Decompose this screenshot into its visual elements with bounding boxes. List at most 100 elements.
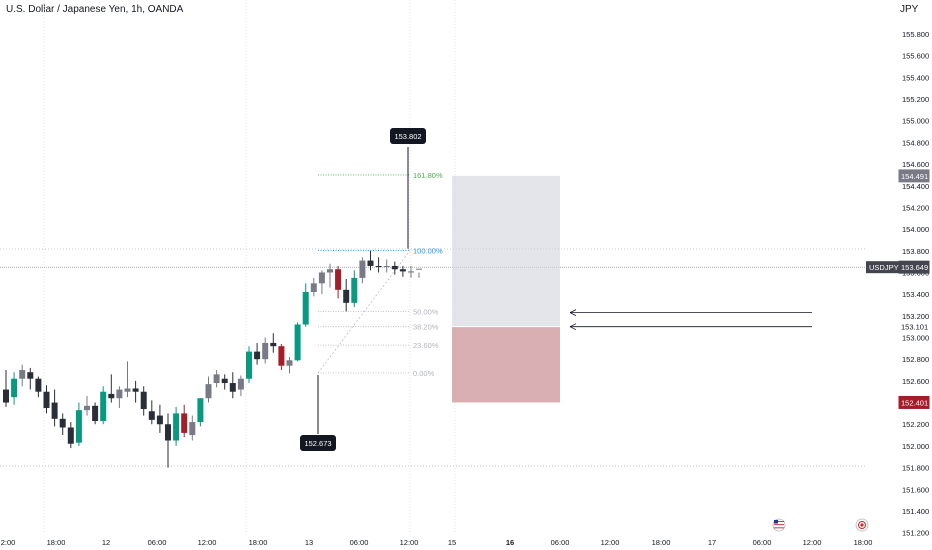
candle-body [302,291,309,325]
price-callouts: 153.802 152.673 [300,128,426,451]
candle[interactable] [67,422,74,449]
callout-low-label: 152.673 [304,439,331,448]
price-tick-label: 155.000 [902,117,929,126]
price-tick-label: 154.400 [902,182,929,191]
candle[interactable] [318,270,325,295]
candle-body [351,277,358,303]
candle-body [75,410,82,443]
candle[interactable] [294,322,301,362]
candle[interactable] [11,372,18,405]
candle-body [399,269,406,272]
candle[interactable] [189,415,196,441]
fib-level-label: 161.80% [413,171,443,180]
candle[interactable] [262,337,269,364]
candle[interactable] [391,261,398,275]
candle[interactable] [100,386,107,425]
candle[interactable] [116,386,123,408]
candle-body [59,418,66,428]
candle-body [51,402,58,419]
candle[interactable] [229,372,236,399]
candle-body [229,383,236,392]
candle[interactable] [375,257,382,273]
candle[interactable] [148,400,155,425]
fib-level-label: 100.00% [413,247,443,256]
candle[interactable] [181,404,188,438]
candle[interactable] [205,376,212,403]
callout-high-bg[interactable] [390,128,426,144]
candle[interactable] [108,374,115,403]
price-marker-label: 153.101 [901,323,928,332]
price-axis: 155.800 155.600 155.400 155.200 155.000 154.8… [866,30,930,538]
profit-zone[interactable] [452,175,560,327]
candle[interactable] [270,333,277,353]
candle[interactable] [213,370,220,388]
candle[interactable] [19,364,26,387]
candle[interactable] [197,398,204,427]
fib-level-label: 23.60% [413,341,439,350]
callout-low-bg[interactable] [300,435,336,451]
candle-body [100,391,107,421]
candle[interactable] [310,277,317,297]
candle-body [367,260,374,266]
candle-body [116,389,123,399]
record-event-icon[interactable] [855,518,869,532]
candle[interactable] [35,376,42,398]
fib-level-label: 50.00% [413,308,439,317]
candle-body [408,271,414,273]
candle-body [156,415,163,425]
candle[interactable] [51,389,58,427]
candle[interactable] [399,265,406,277]
candle[interactable] [221,374,228,390]
candle-body [84,405,90,411]
candle[interactable] [383,259,390,273]
candle[interactable] [92,402,99,425]
candle[interactable] [3,370,9,407]
price-tick-label: 155.600 [902,52,929,61]
candle[interactable] [286,357,293,374]
candle-body [67,427,74,444]
candle[interactable] [237,375,244,397]
candle-body [43,391,50,408]
long-position-tool [452,175,560,403]
price-tick-label: 151.400 [902,507,929,516]
fib-level-label: 38.20% [413,323,439,332]
candle[interactable] [302,283,309,327]
candle[interactable] [27,367,34,390]
price-tick-label: 154.200 [902,203,929,212]
candle[interactable] [156,404,163,433]
candle[interactable] [165,413,171,468]
candle[interactable] [132,380,139,403]
symbol-tag: USDJPY [869,263,899,272]
candle[interactable] [75,402,82,446]
candle-body [205,384,212,399]
candle[interactable] [408,265,414,278]
time-tick-label: 06:00 [148,538,167,547]
candle-body [343,289,350,303]
candle[interactable] [343,278,350,312]
arrow-head [569,323,577,331]
candle[interactable] [254,342,261,365]
candle[interactable] [327,263,333,288]
candle-body [375,265,382,268]
candle-body [237,378,244,390]
time-tick-label: 17 [708,538,716,547]
candle[interactable] [84,396,90,416]
candle[interactable] [173,406,180,446]
candle[interactable] [43,385,50,414]
symbol-title[interactable]: U.S. Dollar / Japanese Yen, 1h, OANDA [6,4,184,15]
candle[interactable] [367,250,374,271]
event-icons [772,518,869,532]
candle[interactable] [359,257,366,284]
time-tick-label: 06:00 [551,538,570,547]
us-flag-event-icon[interactable] [772,518,786,532]
candle[interactable] [351,270,358,308]
candle[interactable] [59,413,66,436]
time-tick-label: 15 [448,538,456,547]
candle[interactable] [246,346,252,384]
candle[interactable] [278,344,285,371]
candle[interactable] [335,265,342,299]
candle[interactable] [140,386,147,416]
candle[interactable] [124,361,131,398]
loss-zone[interactable] [452,326,560,403]
